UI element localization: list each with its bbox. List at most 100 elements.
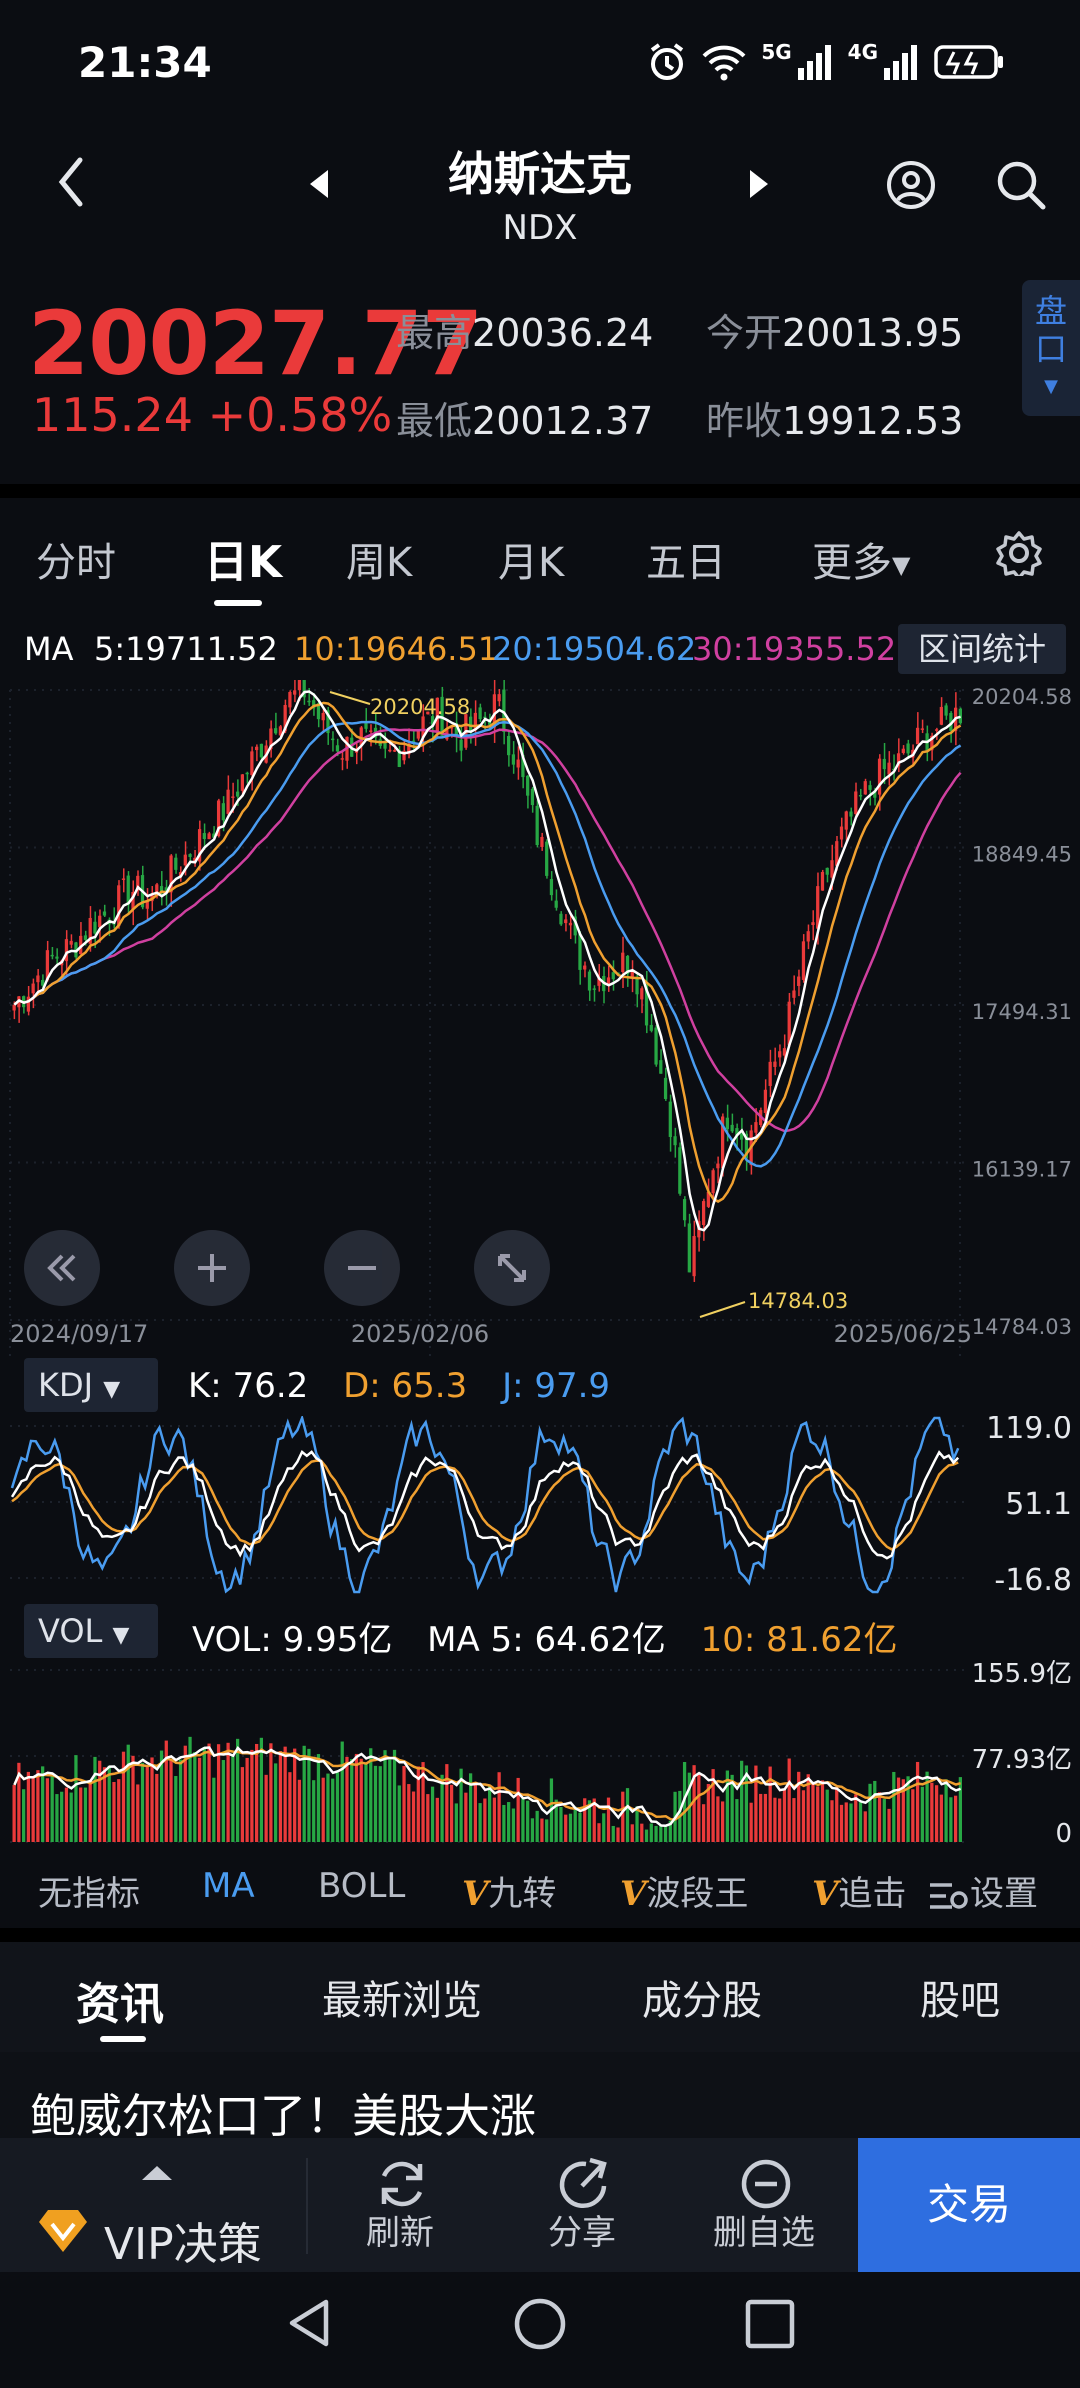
- volume-bar: [564, 1814, 568, 1842]
- kdj-selector[interactable]: KDJ ▼: [24, 1358, 158, 1412]
- candle-body: [359, 727, 363, 746]
- volume-bar: [587, 1800, 592, 1842]
- indicator-settings[interactable]: 设置: [928, 1866, 1038, 1915]
- indicator-boduanwang[interactable]: V波段王: [620, 1866, 748, 1915]
- candle-body: [640, 988, 644, 1000]
- candle-body: [12, 1004, 16, 1011]
- high-value: 20036.24: [472, 311, 654, 355]
- nav-home-icon[interactable]: [512, 2296, 568, 2352]
- candle-body: [901, 748, 905, 753]
- trade-button[interactable]: 交易: [858, 2138, 1080, 2272]
- plus-icon: [198, 1254, 226, 1282]
- candle-body: [283, 704, 287, 732]
- tab-monthly-k[interactable]: 月K: [498, 540, 565, 586]
- indicator-none[interactable]: 无指标: [38, 1874, 140, 1914]
- candle-body: [454, 722, 458, 737]
- low-value: 20012.37: [472, 399, 654, 443]
- more-caret-icon: ▼: [892, 551, 911, 579]
- candle-body: [93, 921, 97, 934]
- candle-body: [407, 743, 411, 755]
- candle-body: [678, 1147, 682, 1194]
- range-stat-button[interactable]: 区间统计: [898, 624, 1066, 674]
- tab-constituents[interactable]: 成分股: [642, 1978, 762, 2024]
- volume-chart[interactable]: 155.9亿 77.93亿 0: [0, 1660, 1080, 1846]
- tab-more[interactable]: 更多▼: [812, 530, 910, 588]
- volume-bar: [516, 1777, 520, 1842]
- candle-body: [806, 931, 810, 942]
- ma30-value: 30:19355.52: [692, 630, 897, 668]
- candle-body: [820, 871, 825, 891]
- indicator-jiuzhuan[interactable]: V九转: [462, 1866, 556, 1915]
- kdj-axis-label: 51.1: [1005, 1487, 1072, 1522]
- nav-recents-icon[interactable]: [744, 2298, 796, 2350]
- candle-body: [216, 800, 221, 837]
- scroll-left-button[interactable]: [24, 1230, 100, 1306]
- candle-body: [193, 857, 197, 862]
- volume-bar: [654, 1825, 658, 1842]
- bottom-action-bar: VIP决策 刷新 分享 删自选 交易: [0, 2138, 1080, 2272]
- candle-body: [250, 751, 254, 776]
- volume-bar: [369, 1748, 373, 1842]
- candle-body: [397, 749, 401, 767]
- volume-bar: [759, 1793, 763, 1842]
- ma10-line: [13, 701, 962, 1203]
- remove-watchlist-button[interactable]: 删自选: [674, 2138, 854, 2272]
- prev-stock-icon[interactable]: [308, 168, 330, 200]
- candle-body: [178, 872, 183, 877]
- volume-bar: [616, 1827, 620, 1842]
- tab-daily-k[interactable]: 日K: [204, 537, 283, 588]
- volume-bar: [849, 1803, 853, 1842]
- fullscreen-button[interactable]: [474, 1230, 550, 1306]
- tab-forum[interactable]: 股吧: [920, 1978, 1000, 2024]
- zoom-in-button[interactable]: [174, 1230, 250, 1306]
- share-button[interactable]: 分享: [492, 2138, 672, 2272]
- settings-gear-icon[interactable]: [996, 530, 1042, 576]
- volume-bar: [507, 1802, 511, 1842]
- volume-bar: [554, 1799, 558, 1842]
- volume-bar: [416, 1766, 420, 1842]
- max-label: 20204.58: [370, 695, 470, 719]
- kline-chart[interactable]: 20204.58 18849.45 17494.31 16139.17 14784.03…: [0, 680, 1080, 1370]
- tab-recent[interactable]: 最新浏览: [322, 1978, 482, 2024]
- candle-body: [255, 746, 259, 751]
- candle-body: [801, 941, 806, 980]
- vol-selector[interactable]: VOL ▼: [24, 1604, 158, 1658]
- candle-body: [782, 1048, 787, 1056]
- indicator-zhuiji[interactable]: V追击: [812, 1866, 906, 1915]
- battery-icon: [934, 45, 1003, 79]
- candle-body: [659, 1060, 663, 1074]
- indicator-ma[interactable]: MA: [202, 1866, 255, 1906]
- kdj-selector-label: KDJ: [38, 1366, 94, 1404]
- status-icons: 5G 4G: [647, 40, 1004, 84]
- tab-intraday[interactable]: 分时: [36, 540, 116, 586]
- tab-news[interactable]: 资讯: [76, 1979, 164, 2030]
- volume-bar: [701, 1804, 706, 1842]
- next-stock-icon[interactable]: [748, 168, 770, 200]
- y-axis-label: 18849.45: [972, 843, 1072, 867]
- volume-bar: [606, 1797, 611, 1842]
- zoom-out-button[interactable]: [324, 1230, 400, 1306]
- pankou-caret-icon: ▼: [1044, 376, 1058, 397]
- kdj-chart[interactable]: 119.0 51.1 -16.8: [0, 1416, 1080, 1598]
- search-icon[interactable]: [994, 158, 1048, 212]
- candle-body: [730, 1124, 734, 1132]
- volume-bar: [183, 1745, 187, 1842]
- news-headline[interactable]: 鲍威尔松口了！美股大涨: [0, 2052, 1080, 2143]
- back-icon[interactable]: [56, 156, 86, 208]
- tab-weekly-k[interactable]: 周K: [346, 540, 413, 586]
- volume-bar: [640, 1823, 644, 1842]
- kdj-j: 97.9: [534, 1366, 611, 1406]
- nav-back-icon[interactable]: [282, 2296, 336, 2350]
- customer-service-icon[interactable]: [884, 158, 938, 212]
- candle-body: [849, 811, 853, 817]
- indicator-boll[interactable]: BOLL: [318, 1866, 406, 1906]
- volume-bar: [559, 1806, 563, 1842]
- pankou-button[interactable]: 盘口 ▼: [1022, 280, 1080, 416]
- vip-decision-button[interactable]: VIP决策: [20, 2138, 290, 2272]
- news-tab-underline: [100, 2036, 146, 2042]
- tab-five-day[interactable]: 五日: [646, 540, 726, 586]
- candle-body: [716, 1163, 720, 1169]
- refresh-button[interactable]: 刷新: [310, 2138, 490, 2272]
- vip-v-icon: V: [812, 1874, 839, 1914]
- status-time: 21:34: [78, 38, 212, 87]
